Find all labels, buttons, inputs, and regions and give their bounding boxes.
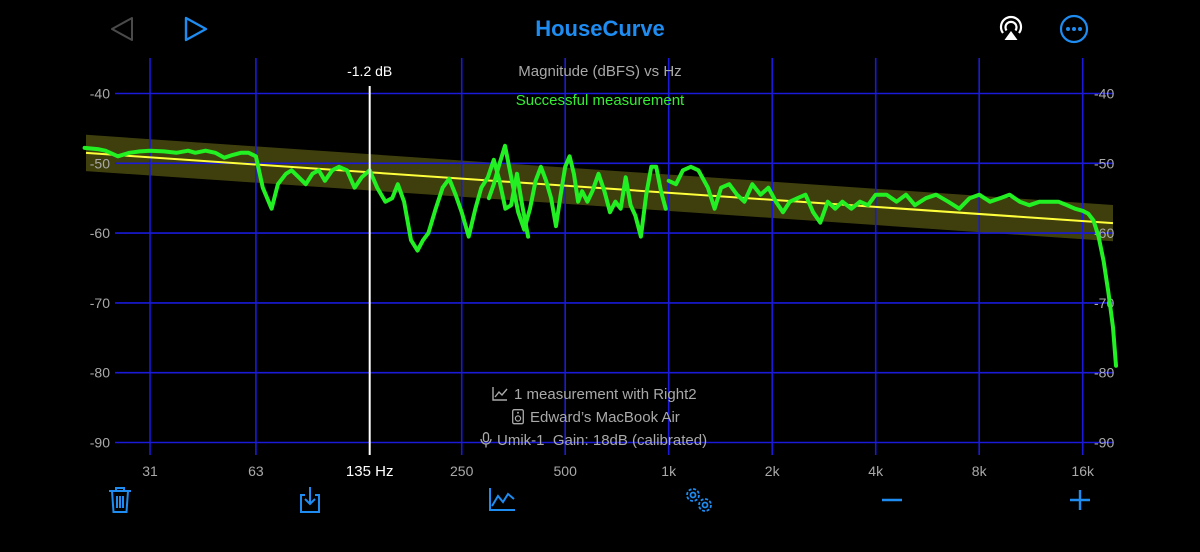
chart-title: Magnitude (dBFS) vs Hz xyxy=(518,63,681,80)
status-message: Successful measurement xyxy=(516,92,685,109)
x-tick-label: 4k xyxy=(868,463,884,479)
y-tick-label-right: -80 xyxy=(1094,365,1114,381)
triangle-right-icon[interactable] xyxy=(180,14,210,44)
measurement-curve-segment xyxy=(486,143,668,239)
speaker-icon xyxy=(512,409,524,425)
x-tick-label: 8k xyxy=(972,463,988,479)
y-tick-label-left: -40 xyxy=(90,86,110,102)
x-tick-label: 500 xyxy=(554,463,578,479)
plus-icon[interactable] xyxy=(1064,484,1096,516)
y-tick-label-right: -50 xyxy=(1094,155,1114,171)
chart-line-icon[interactable] xyxy=(486,484,518,516)
info-device: Edward’s MacBook Air xyxy=(530,409,680,426)
gears-icon[interactable] xyxy=(682,484,714,516)
cursor-value-label: -1.2 dB xyxy=(347,63,392,79)
y-tick-label-left: -70 xyxy=(90,295,110,311)
x-tick-label: 16k xyxy=(1071,463,1095,479)
bottom-toolbar xyxy=(0,480,1200,520)
measurement-info: 1 measurement with Right2 Edward’s MacBo… xyxy=(480,386,707,449)
app-title: HouseCurve xyxy=(535,16,665,41)
x-tick-label: 31 xyxy=(142,463,158,479)
export-icon[interactable] xyxy=(294,484,326,516)
x-tick-label: 2k xyxy=(765,463,781,479)
airplay-audio-icon[interactable] xyxy=(996,14,1026,44)
triangle-left-icon[interactable] xyxy=(108,14,138,44)
chart-line-icon xyxy=(492,387,508,401)
trash-icon[interactable] xyxy=(104,484,136,516)
cursor-frequency-label: 135 Hz xyxy=(346,463,394,480)
y-tick-label-right: -40 xyxy=(1094,86,1114,102)
y-tick-label-left: -90 xyxy=(90,435,110,451)
ellipsis-circle-icon[interactable] xyxy=(1059,14,1089,44)
y-tick-label-left: -80 xyxy=(90,365,110,381)
microphone-icon xyxy=(480,432,492,448)
x-tick-label: 63 xyxy=(248,463,264,479)
y-tick-label-right: -90 xyxy=(1094,435,1114,451)
info-microphone: Umik-1 Gain: 18dB (calibrated) xyxy=(497,432,707,449)
minus-icon[interactable] xyxy=(876,484,908,516)
y-tick-label-left: -60 xyxy=(90,225,110,241)
y-tick-label-left: -50 xyxy=(90,155,110,171)
measurement-curve-segment xyxy=(82,145,531,253)
x-tick-label: 1k xyxy=(661,463,677,479)
info-measurement: 1 measurement with Right2 xyxy=(514,386,697,403)
x-tick-label: 250 xyxy=(450,463,474,479)
measurement-curve-segment xyxy=(666,164,1118,368)
top-bar: HouseCurve xyxy=(0,0,1200,60)
